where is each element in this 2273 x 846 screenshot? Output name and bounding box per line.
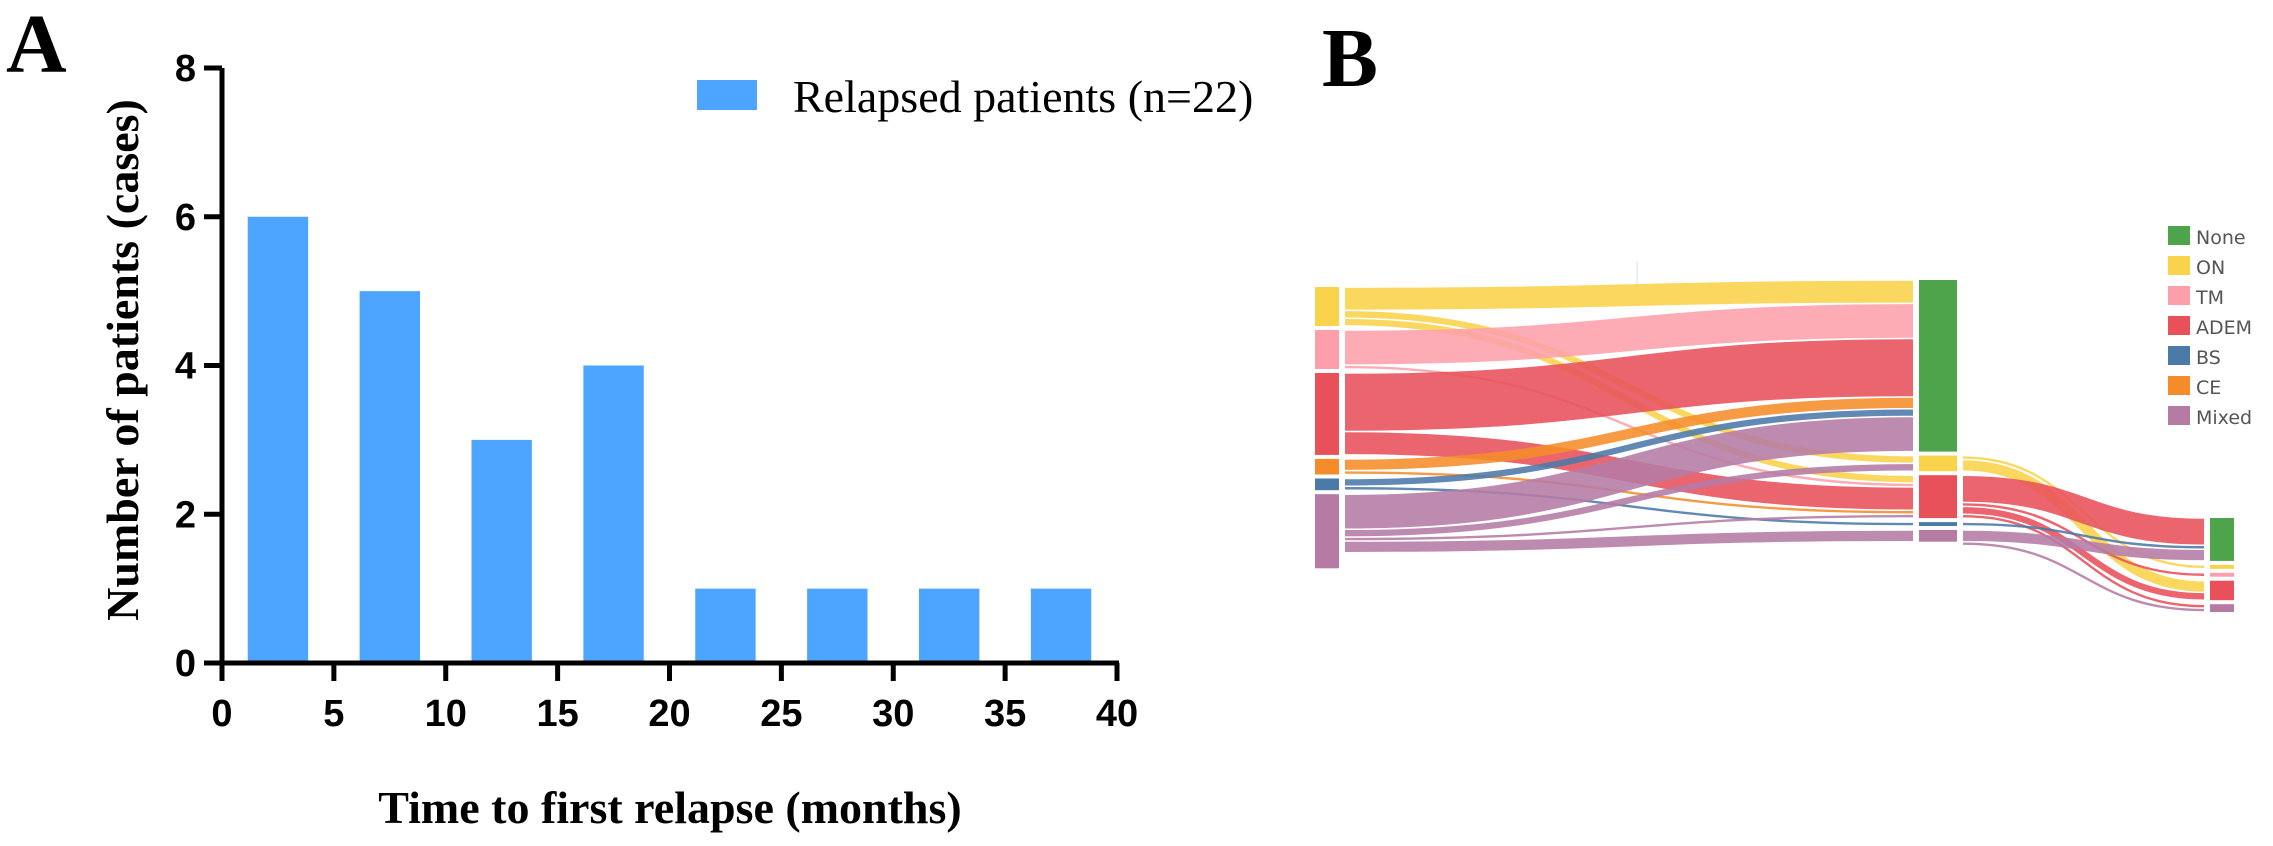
sankey-node-1-adem	[1919, 475, 1957, 519]
x-tick-label-6: 30	[872, 693, 914, 735]
panel-a-label: A	[6, 0, 67, 91]
sankey-link-14	[1344, 530, 1914, 552]
x-axis-title: Time to first relapse (months)	[378, 782, 961, 833]
y-tick-label-0: 0	[175, 643, 196, 685]
x-tick-label-5: 25	[760, 693, 802, 735]
sankey-node-1-mixed	[1919, 530, 1957, 542]
sankey-legend: None ON TM ADEM BS CE Mixed	[2168, 226, 2252, 429]
bar-3	[583, 365, 644, 663]
bar-0	[247, 216, 309, 663]
sankey-link-19	[1962, 507, 2205, 600]
sankey-node-2-adem	[2210, 580, 2234, 601]
sankey-node-0-adem	[1315, 373, 1339, 455]
y-tick-label-4: 8	[175, 48, 196, 90]
legend-swatch-adem	[2168, 316, 2190, 335]
sankey-node-2-on	[2210, 564, 2234, 569]
x-tick-label-7: 35	[984, 693, 1026, 735]
legend-swatch	[697, 80, 757, 110]
sankey-node-2-none	[2210, 518, 2234, 561]
sankey-node-0-tm	[1315, 330, 1339, 369]
y-tick-label-2: 4	[175, 346, 196, 388]
x-tick-label-3: 15	[536, 693, 578, 735]
y-ticks: 0 2 4 6 8	[175, 48, 222, 685]
bars	[247, 216, 1092, 663]
sankey-link-22	[1962, 530, 2205, 561]
sankey-link-11	[1344, 417, 1914, 529]
sankey-link-17	[1962, 475, 2205, 545]
x-ticks: 0 5 10 15 20 25 30 35 40	[211, 663, 1138, 735]
sankey-node-1-none	[1919, 280, 1957, 452]
bar-7	[1030, 588, 1092, 663]
legend-label-adem: ADEM	[2196, 317, 2252, 339]
sankey-link-20	[1962, 514, 2205, 608]
legend-label-bs: BS	[2196, 347, 2221, 369]
bar-4	[695, 588, 756, 663]
sankey-link-10	[1344, 487, 1914, 526]
sankey-link-3	[1344, 304, 1914, 365]
legend-label-none: None	[2196, 227, 2246, 249]
sankey-node-2-tm	[2210, 572, 2234, 577]
y-axis-title: Number of patients (cases)	[97, 99, 148, 621]
panel-b-label: B	[1322, 12, 1378, 105]
x-tick-label-1: 5	[323, 693, 344, 735]
x-tick-label-8: 40	[1096, 693, 1138, 735]
legend-swatch-none	[2168, 226, 2190, 245]
legend-label-mixed: Mixed	[2196, 407, 2252, 429]
sankey-link-7	[1344, 397, 1914, 470]
bar-1	[359, 291, 421, 663]
sankey-link-16	[1962, 460, 2205, 592]
sankey-link-13	[1344, 514, 1914, 541]
sankey-node-0-bs	[1315, 478, 1339, 491]
sankey-link-12	[1344, 464, 1914, 537]
sankey-node-1-on	[1919, 455, 1957, 472]
sankey-link-9	[1344, 409, 1914, 486]
sankey-node-0-ce	[1315, 458, 1339, 475]
sankey-nodes	[1315, 280, 2234, 612]
legend-swatch-bs	[2168, 346, 2190, 365]
x-tick-label-2: 10	[425, 693, 467, 735]
sankey-node-0-mixed	[1315, 494, 1339, 569]
legend-label-tm: TM	[2195, 287, 2224, 309]
sankey-link-23	[1962, 542, 2205, 612]
legend-label: Relapsed patients (n=22)	[793, 71, 1253, 122]
sankey-link-0	[1344, 280, 1914, 310]
legend-swatch-tm	[2168, 286, 2190, 305]
sankey-link-18	[1962, 503, 2205, 576]
legend-label-ce: CE	[2196, 377, 2221, 399]
legend-swatch-on	[2168, 256, 2190, 275]
x-tick-label-0: 0	[211, 693, 232, 735]
x-tick-label-4: 20	[648, 693, 690, 735]
sankey-links	[1344, 280, 2205, 612]
bar-chart: 0 2 4 6 8 0 5 10 15 20 25 30 35 40 Number of patient…	[97, 48, 1253, 833]
sankey-diagram: None ON TM ADEM BS CE Mixed	[1315, 226, 2252, 612]
sankey-link-8	[1344, 471, 1914, 514]
bar-2	[471, 439, 532, 663]
sankey-node-2-mixed	[2210, 604, 2234, 612]
y-tick-label-3: 6	[175, 197, 196, 239]
legend-swatch-ce	[2168, 376, 2190, 395]
sankey-link-21	[1962, 522, 2205, 549]
sankey-node-0-on	[1315, 287, 1339, 326]
y-tick-label-1: 2	[175, 494, 196, 536]
legend-swatch-mixed	[2168, 406, 2190, 425]
sankey-link-5	[1344, 339, 1914, 431]
bar-5	[807, 588, 868, 663]
sankey-node-1-bs	[1919, 522, 1957, 526]
bar-6	[918, 588, 980, 663]
legend-label-on: ON	[2196, 257, 2225, 279]
